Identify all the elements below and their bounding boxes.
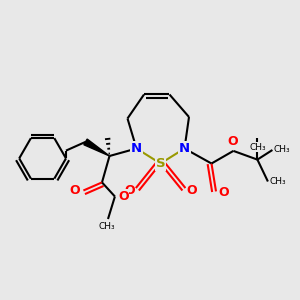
Text: N: N bbox=[179, 142, 190, 155]
Text: S: S bbox=[156, 157, 165, 170]
Text: CH₃: CH₃ bbox=[274, 146, 291, 154]
Text: O: O bbox=[70, 184, 80, 197]
Text: O: O bbox=[218, 186, 229, 200]
Text: O: O bbox=[124, 184, 135, 197]
Text: CH₃: CH₃ bbox=[269, 177, 286, 186]
Text: CH₃: CH₃ bbox=[98, 222, 115, 231]
Polygon shape bbox=[84, 139, 110, 156]
Text: CH₃: CH₃ bbox=[249, 142, 266, 152]
Text: N: N bbox=[131, 142, 142, 155]
Text: O: O bbox=[227, 135, 238, 148]
Text: O: O bbox=[187, 184, 197, 197]
Text: O: O bbox=[118, 190, 129, 203]
